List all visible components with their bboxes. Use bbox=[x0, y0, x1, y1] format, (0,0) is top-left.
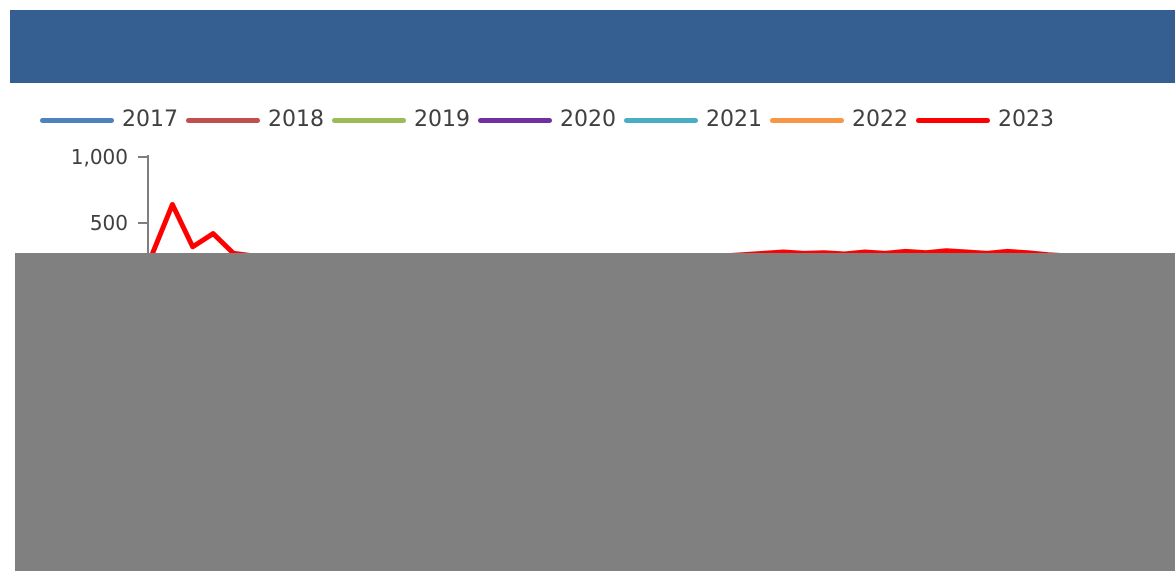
legend-label-2022: 2022 bbox=[852, 107, 908, 132]
legend-label-2023: 2023 bbox=[998, 107, 1054, 132]
legend-item-2022: 2022 bbox=[770, 106, 908, 134]
legend-label-2017: 2017 bbox=[122, 107, 178, 132]
legend: 2017 2018 2019 2020 2021 2022 2023 bbox=[40, 106, 1054, 134]
series-2023-point bbox=[965, 251, 968, 253]
legend-label-2020: 2020 bbox=[560, 107, 616, 132]
legend-line-2020 bbox=[478, 117, 552, 123]
legend-item-2023: 2023 bbox=[916, 106, 1054, 134]
legend-line-2019 bbox=[332, 117, 406, 123]
header-bar bbox=[10, 10, 1175, 83]
legend-item-2019: 2019 bbox=[332, 106, 470, 134]
legend-line-2023 bbox=[916, 117, 990, 123]
series-2023-point bbox=[212, 232, 214, 235]
legend-line-2022 bbox=[770, 117, 844, 123]
series-2023-point bbox=[864, 251, 866, 253]
series-2023-point bbox=[171, 203, 174, 206]
gray-overlay bbox=[15, 253, 1175, 571]
legend-item-2020: 2020 bbox=[478, 106, 616, 134]
y-tick-label-1000: 1,000 bbox=[71, 145, 128, 169]
series-2023-point bbox=[945, 249, 948, 252]
series-2023-point bbox=[782, 251, 785, 253]
series-2023-point bbox=[191, 246, 194, 248]
legend-item-2021: 2021 bbox=[624, 106, 762, 134]
legend-line-2017 bbox=[40, 117, 114, 123]
legend-label-2021: 2021 bbox=[706, 107, 762, 132]
y-tick-label-500: 500 bbox=[90, 211, 128, 235]
legend-line-2021 bbox=[624, 117, 698, 123]
legend-item-2017: 2017 bbox=[40, 106, 178, 134]
series-2023-point bbox=[1006, 250, 1009, 253]
legend-label-2019: 2019 bbox=[414, 107, 470, 132]
legend-item-2018: 2018 bbox=[186, 106, 324, 134]
legend-label-2018: 2018 bbox=[268, 107, 324, 132]
legend-line-2018 bbox=[186, 117, 260, 123]
series-2023-point bbox=[904, 250, 907, 253]
